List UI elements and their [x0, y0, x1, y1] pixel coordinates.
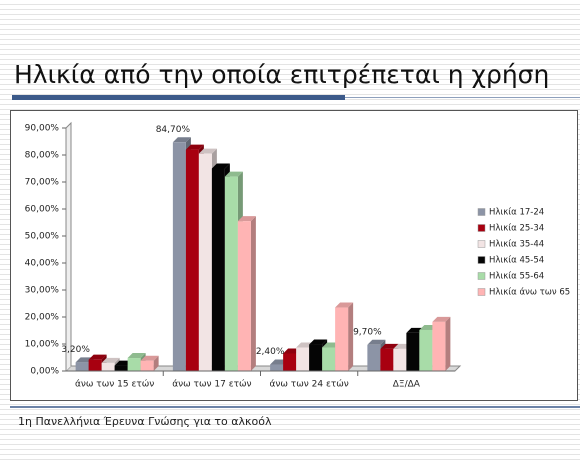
bar [335, 307, 349, 371]
legend-label: Ηλικία 17-24 [489, 208, 544, 218]
bar [101, 362, 115, 371]
title-rule [12, 95, 345, 100]
bar [296, 347, 310, 371]
bar-top [127, 353, 146, 359]
bar [432, 321, 446, 371]
bar [270, 364, 284, 371]
bar [224, 176, 238, 371]
legend-swatch [477, 224, 486, 232]
y-tick-label: 40,00% [25, 259, 60, 269]
legend-label: Ηλικία άνω των 65 [489, 288, 570, 298]
bar-top [198, 148, 217, 154]
data-label: 2,40% [256, 347, 285, 357]
bar-top [172, 137, 191, 143]
bar [406, 332, 420, 371]
bar-top [335, 302, 354, 308]
x-tick-label: άνω των 17 ετών [172, 379, 251, 390]
bar [283, 353, 297, 371]
y-tick-label: 60,00% [25, 205, 60, 215]
legend-label: Ηλικία 45-54 [489, 256, 544, 266]
data-label: 3,20% [61, 345, 90, 355]
legend-swatch [477, 240, 486, 248]
y-tick-label: 70,00% [25, 178, 60, 188]
bar-top [185, 144, 204, 150]
slide-title: Ηλικία από την οποία επιτρέπεται η χρήση [14, 60, 549, 89]
bar [393, 348, 407, 371]
chart-frame [10, 110, 578, 401]
bar [309, 344, 323, 371]
bar [127, 358, 141, 371]
bar-top [101, 357, 120, 363]
y-tick-label: 80,00% [25, 151, 60, 161]
bar [380, 348, 394, 371]
y-tick-label: 90,00% [25, 124, 60, 134]
data-label: 9,70% [353, 327, 382, 337]
bar-top [432, 316, 451, 322]
legend-swatch [477, 288, 486, 296]
x-tick-label: άνω των 24 ετών [269, 379, 348, 390]
legend-swatch [477, 256, 486, 264]
bar-side [445, 316, 451, 371]
bar [237, 221, 251, 371]
bar [367, 344, 381, 371]
bar [211, 168, 225, 371]
bar [185, 149, 199, 371]
legend-label: Ηλικία 25-34 [489, 224, 544, 234]
bar [198, 153, 212, 371]
bar-side [153, 355, 159, 371]
bar [88, 359, 102, 371]
bar [419, 329, 433, 371]
x-tick-label: ΔΞ/ΔΑ [393, 380, 421, 390]
bar-side [250, 216, 256, 371]
y-tick-label: 50,00% [25, 232, 60, 242]
bar-top [380, 343, 399, 349]
y-tick-label: 10,00% [25, 340, 60, 350]
footer-text: 1η Πανελλήνια Έρευνα Γνώσης για το αλκοό… [18, 415, 272, 428]
bar-side [348, 302, 354, 371]
bar [114, 365, 128, 371]
y-tick-label: 30,00% [25, 286, 60, 296]
legend-label: Ηλικία 35-44 [489, 240, 544, 250]
data-label: 84,70% [156, 125, 191, 135]
wall [65, 121, 72, 371]
bar [75, 362, 89, 371]
bar-top [224, 171, 243, 177]
legend-swatch [477, 272, 486, 280]
bar [140, 360, 154, 371]
y-tick-label: 20,00% [25, 313, 60, 323]
legend-swatch [477, 208, 486, 216]
bar-top [211, 163, 230, 169]
bar-top [367, 339, 386, 345]
bar-top [309, 339, 328, 345]
legend-label: Ηλικία 55-64 [489, 272, 544, 282]
bar [172, 142, 186, 371]
y-tick-label: 0,00% [30, 367, 59, 377]
bar-top [88, 354, 107, 360]
bar-top [140, 355, 159, 361]
bar [322, 347, 336, 371]
bar-top [237, 216, 256, 222]
x-tick-label: άνω των 15 ετών [75, 379, 154, 390]
